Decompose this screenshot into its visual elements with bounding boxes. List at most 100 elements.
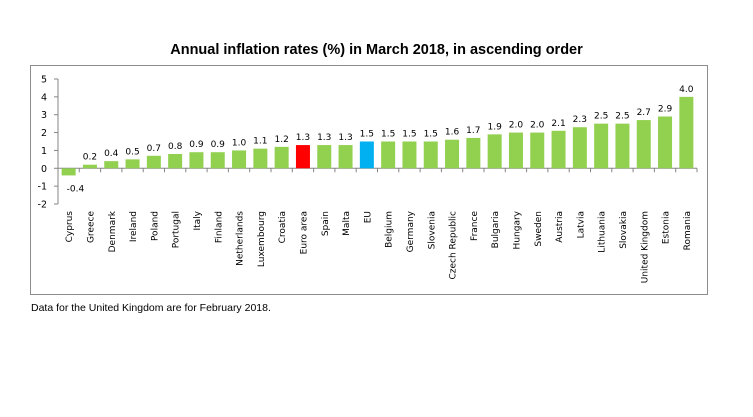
- category-label: Luxembourg: [257, 211, 267, 267]
- bars: [61, 96, 694, 176]
- category-label: Estonia: [662, 211, 672, 244]
- bar-netherlands: [232, 150, 247, 169]
- y-tick-label: 3: [41, 110, 47, 121]
- data-label: 0.2: [83, 153, 97, 163]
- category-label: Portugal: [172, 211, 182, 248]
- bar-croatia: [274, 146, 289, 169]
- bar-cyprus: [61, 168, 76, 176]
- bar-bulgaria: [487, 134, 502, 169]
- category-label: United Kingdom: [640, 211, 650, 283]
- category-labels: Cyprus Greece Denmark Ireland Poland Portugal…: [65, 210, 693, 283]
- bar-hungary: [508, 132, 523, 169]
- category-label: EU: [363, 211, 373, 223]
- bar-euro-area: [295, 145, 310, 169]
- data-label: 1.3: [296, 133, 310, 143]
- data-label: 4.0: [679, 85, 694, 95]
- data-label: -0.4: [67, 184, 85, 194]
- chart-title: Annual inflation rates (%) in March 2018…: [170, 42, 583, 58]
- category-label: Slovenia: [427, 211, 437, 249]
- bar-belgium: [381, 141, 396, 169]
- bar-lithuania: [594, 123, 609, 169]
- category-label: Poland: [150, 211, 160, 241]
- y-tick-label: 5: [41, 75, 47, 86]
- y-tick-label: 1: [41, 146, 47, 157]
- bar-ireland: [125, 159, 140, 169]
- category-label: Lithuania: [598, 211, 608, 253]
- data-label: 1.6: [445, 128, 460, 138]
- category-label: Denmark: [108, 210, 118, 252]
- category-label: Croatia: [278, 211, 288, 243]
- bar-slovenia: [423, 141, 438, 169]
- data-label: 1.0: [232, 138, 247, 148]
- data-label: 2.9: [658, 105, 673, 115]
- bar-slovakia: [615, 123, 630, 169]
- data-label: 2.0: [509, 121, 524, 131]
- bar-portugal: [168, 154, 183, 169]
- bar-sweden: [530, 132, 545, 169]
- category-label: Finland: [214, 211, 224, 243]
- y-tick-label: 2: [41, 128, 47, 139]
- bar-finland: [210, 152, 225, 169]
- y-tick-label: -1: [38, 182, 47, 193]
- data-label: 1.5: [381, 130, 395, 140]
- data-label: 0.7: [147, 144, 161, 154]
- data-label: 2.5: [615, 112, 629, 122]
- bar-romania: [679, 96, 694, 169]
- bar-malta: [338, 145, 353, 169]
- bar-germany: [402, 141, 417, 169]
- category-label: Austria: [555, 211, 565, 243]
- data-label: 0.4: [104, 149, 119, 159]
- data-label: 1.9: [487, 122, 502, 132]
- data-label: 1.5: [424, 130, 438, 140]
- data-label: 1.5: [402, 130, 416, 140]
- bar-eu: [359, 141, 374, 169]
- category-label: Greece: [86, 211, 96, 243]
- category-label: Sweden: [534, 211, 544, 247]
- category-label: Malta: [342, 211, 352, 236]
- bar-greece: [82, 164, 97, 169]
- bar-italy: [189, 152, 204, 169]
- data-label: 0.9: [189, 140, 204, 150]
- bar-latvia: [572, 127, 587, 169]
- bar-luxembourg: [253, 148, 268, 169]
- category-label: Hungary: [512, 210, 522, 249]
- data-label: 2.7: [637, 108, 651, 118]
- data-label: 0.8: [168, 142, 183, 152]
- bar-estonia: [658, 116, 673, 169]
- bar-united-kingdom: [636, 120, 651, 169]
- category-label: Spain: [321, 211, 331, 236]
- y-tick-label: -2: [38, 200, 47, 211]
- bar-austria: [551, 130, 566, 169]
- category-label: Czech Republic: [449, 211, 459, 280]
- value-labels: -0.4 0.2 0.4 0.5 0.7 0.8 0.9 0.9 1.0 1.1 1.2 1.3 1.3…: [67, 85, 694, 194]
- category-label: Bulgaria: [491, 211, 501, 248]
- data-label: 1.3: [317, 133, 331, 143]
- bar-czech-republic: [445, 139, 460, 169]
- bar-france: [466, 137, 481, 169]
- data-label: 2.3: [573, 115, 587, 125]
- category-label: Euro area: [299, 211, 309, 254]
- chart-frame: [30, 65, 708, 295]
- bar-denmark: [104, 161, 119, 169]
- y-axis: 5 4 3 2 1 0 -1 -2: [38, 75, 698, 211]
- y-tick-label: 0: [41, 164, 47, 175]
- bar-poland: [146, 155, 161, 169]
- category-label: Cyprus: [65, 211, 75, 243]
- data-label: 2.5: [594, 112, 608, 122]
- bar-spain: [317, 145, 332, 169]
- data-label: 0.5: [125, 147, 139, 157]
- category-label: Germany: [406, 210, 416, 252]
- category-label: Latvia: [576, 211, 586, 238]
- data-label: 1.2: [274, 135, 288, 145]
- data-label: 0.9: [211, 140, 226, 150]
- category-label: Ireland: [129, 211, 139, 242]
- category-label: Netherlands: [236, 211, 246, 266]
- category-label: France: [470, 211, 480, 241]
- category-label: Belgium: [385, 211, 395, 248]
- data-label: 1.1: [253, 137, 267, 147]
- y-tick-label: 4: [41, 92, 47, 103]
- data-label: 1.5: [360, 130, 374, 140]
- data-label: 1.7: [466, 126, 480, 136]
- category-label: Slovakia: [619, 211, 629, 249]
